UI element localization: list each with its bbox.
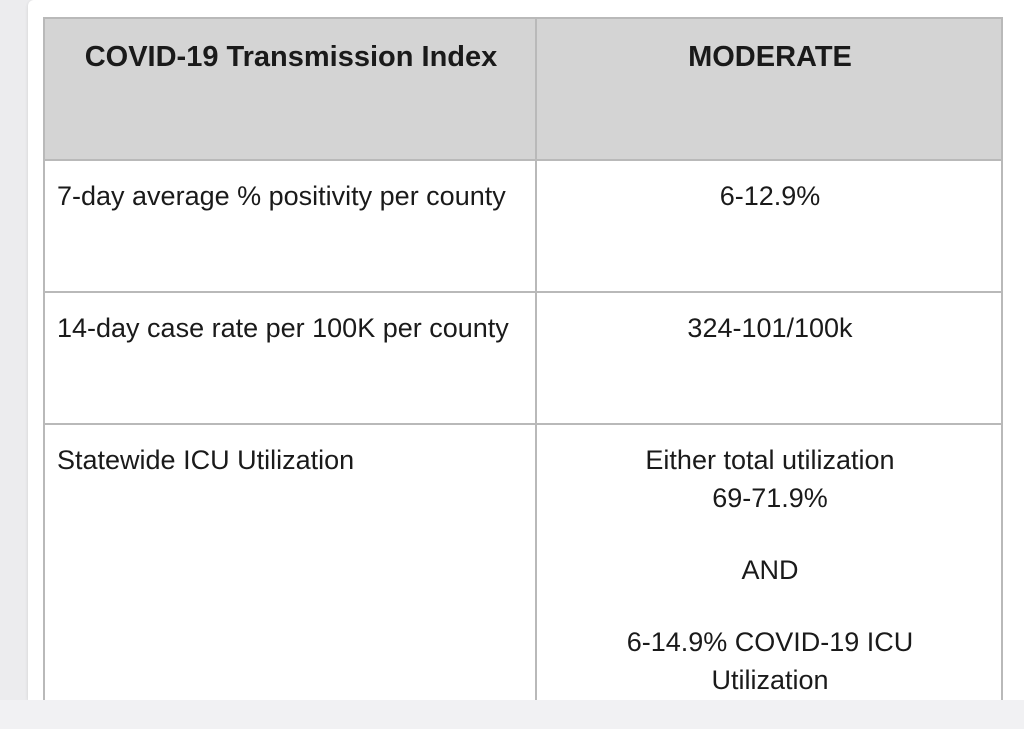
header-index-title: COVID-19 Transmission Index bbox=[43, 17, 537, 161]
bottom-band bbox=[0, 700, 1024, 729]
row-value-positivity: 6-12.9% bbox=[535, 159, 1003, 293]
table-row: 14-day case rate per 100K per county 324… bbox=[43, 291, 1003, 425]
row-label-positivity: 7-day average % positivity per county bbox=[43, 159, 537, 293]
icu-total-utilization-text: Either total utilization bbox=[645, 445, 895, 475]
row-value-icu: Either total utilization 69-71.9% AND 6-… bbox=[535, 423, 1003, 700]
icu-total-utilization-range: 69-71.9% bbox=[712, 483, 828, 513]
document-page: COVID-19 Transmission Index MODERATE 7-d… bbox=[28, 0, 1024, 700]
spacer bbox=[549, 589, 991, 623]
header-level: MODERATE bbox=[535, 17, 1003, 161]
row-value-case-rate: 324-101/100k bbox=[535, 291, 1003, 425]
table-row: Statewide ICU Utilization Either total u… bbox=[43, 423, 1003, 700]
icu-covid-utilization-range: 6-14.9% COVID-19 ICU bbox=[626, 627, 914, 657]
table-header-row: COVID-19 Transmission Index MODERATE bbox=[43, 17, 1003, 161]
icu-connector: AND bbox=[741, 555, 799, 585]
spacer bbox=[549, 517, 991, 551]
row-label-icu: Statewide ICU Utilization bbox=[43, 423, 537, 700]
transmission-index-table: COVID-19 Transmission Index MODERATE 7-d… bbox=[43, 17, 1003, 700]
row-label-case-rate: 14-day case rate per 100K per county bbox=[43, 291, 537, 425]
table-row: 7-day average % positivity per county 6-… bbox=[43, 159, 1003, 293]
icu-covid-utilization-text: Utilization bbox=[711, 665, 829, 695]
